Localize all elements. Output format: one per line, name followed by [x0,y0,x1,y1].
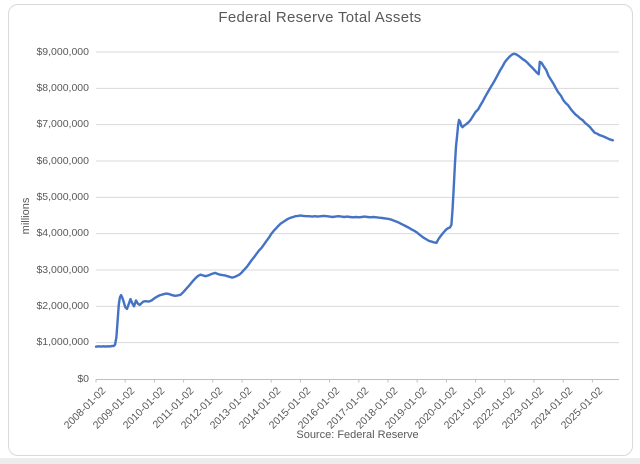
chart-object-border [8,4,633,456]
page-bottom-strip [0,458,640,464]
y-axis-tick-label: $9,000,000 [36,45,89,58]
y-axis-tick-label: $7,000,000 [36,118,89,131]
y-axis-tick-label: $6,000,000 [36,154,89,167]
y-axis-tick-label: $8,000,000 [36,81,89,94]
chart-title: Federal Reserve Total Assets [218,9,422,26]
y-axis-tick-label: $1,000,000 [36,336,89,349]
y-axis-tick-label: $3,000,000 [36,263,89,276]
series-line [94,52,614,348]
y-axis-tick-label: $5,000,000 [36,190,89,203]
y-axis-tick-label: $0 [77,372,89,385]
source-note: Source: Federal Reserve [296,429,419,441]
y-axis-tick-label: $2,000,000 [36,299,89,312]
y-axis-tick-label: $4,000,000 [36,227,89,240]
